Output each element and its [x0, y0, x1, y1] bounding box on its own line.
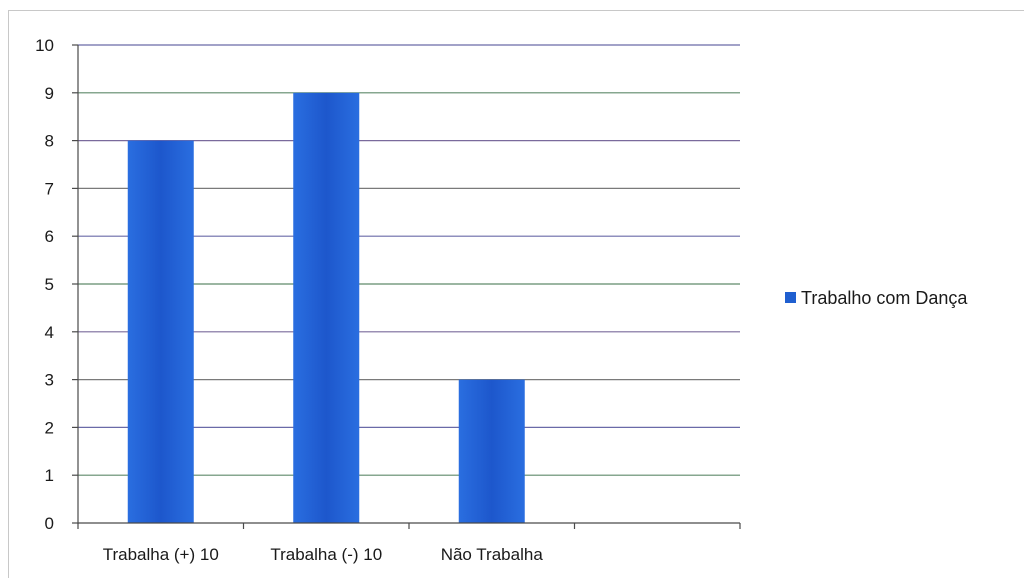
bar-2 — [293, 92, 360, 524]
x-category-labels: Trabalha (+) 10 Trabalha (-) 10 Não Trabal… — [103, 545, 544, 564]
chart-frame — [8, 10, 1024, 578]
y-tick-label: 6 — [45, 227, 54, 246]
y-tick-label: 0 — [45, 514, 54, 533]
y-tick-labels: 0 1 2 3 4 5 6 7 8 9 10 — [35, 36, 54, 533]
x-category-label: Trabalha (-) 10 — [270, 545, 382, 564]
legend: Trabalho com Dança — [785, 288, 968, 308]
x-category-label: Trabalha (+) 10 — [103, 545, 219, 564]
bars — [127, 92, 525, 524]
y-tick-label: 8 — [45, 132, 54, 151]
bar-3 — [458, 379, 525, 523]
axes — [72, 44, 741, 529]
y-tick-label: 3 — [45, 371, 54, 390]
gridlines — [78, 44, 740, 476]
y-tick-label: 4 — [45, 323, 54, 342]
legend-swatch — [785, 292, 796, 303]
y-tick-label: 5 — [45, 275, 54, 294]
y-tick-label: 7 — [45, 179, 54, 198]
y-tick-label: 9 — [45, 84, 54, 103]
y-tick-label: 10 — [35, 36, 54, 55]
y-tick-label: 1 — [45, 466, 54, 485]
bar-1 — [127, 140, 194, 523]
x-category-label: Não Trabalha — [441, 545, 544, 564]
y-tick-label: 2 — [45, 418, 54, 437]
legend-label: Trabalho com Dança — [801, 288, 968, 308]
